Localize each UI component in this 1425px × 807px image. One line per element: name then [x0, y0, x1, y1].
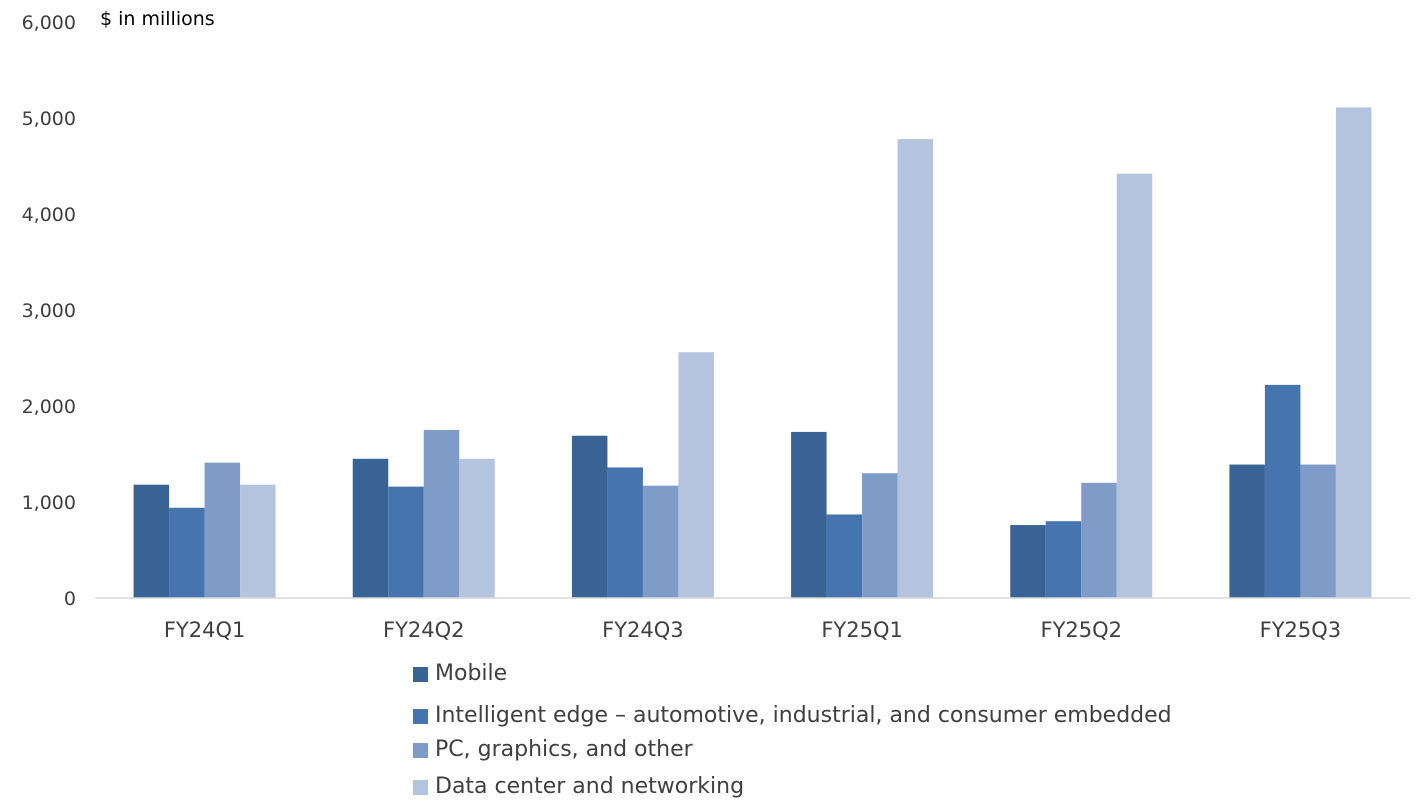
- bar-fy25q3-series-2: [1264, 384, 1301, 598]
- legend-label: Mobile: [435, 661, 508, 686]
- bar-group-fy25q3: [1229, 107, 1372, 598]
- y-axis-ticks: 0 1,000 2,000 3,000 4,000 5,000 6,000: [22, 12, 76, 610]
- bar-group-fy25q1: [791, 139, 934, 598]
- legend-item: Data center and networking: [413, 773, 744, 801]
- bar-fy24q2-series-3: [423, 430, 460, 598]
- y-tick-label: 6,000: [22, 12, 76, 34]
- legend-item: Mobile: [413, 660, 507, 688]
- bar-fy25q2-series-2: [1045, 521, 1082, 598]
- legend-swatch: [413, 708, 428, 724]
- bar-fy24q2-series-2: [388, 486, 424, 598]
- legend-swatch: [413, 779, 428, 795]
- bar-fy25q1-series-1: [791, 431, 827, 598]
- bar-fy24q1-series-1: [133, 484, 170, 598]
- unit-label: $ in millions: [100, 8, 215, 30]
- legend-label: Intelligent edge – automotive, industria…: [435, 703, 1172, 728]
- x-category-label: FY25Q2: [1040, 618, 1122, 642]
- bar-fy25q3-series-4: [1335, 107, 1372, 598]
- bar-group-fy24q2: [352, 430, 495, 598]
- bar-fy24q1-series-2: [169, 507, 205, 598]
- y-tick-label: 5,000: [22, 108, 76, 130]
- bar-fy24q2-series-1: [352, 458, 389, 598]
- bar-fy24q3-series-4: [678, 352, 714, 598]
- y-tick-label: 3,000: [22, 300, 76, 322]
- bar-fy24q3-series-3: [642, 485, 679, 598]
- bar-group-fy24q1: [133, 462, 276, 598]
- x-category-label: FY24Q3: [602, 618, 684, 642]
- x-axis-labels: FY24Q1 FY24Q2 FY24Q3 FY25Q1 FY25Q2 FY25Q3: [164, 618, 1341, 642]
- legend-label: PC, graphics, and other: [435, 737, 693, 762]
- bar-fy24q3-series-1: [571, 435, 608, 598]
- bar-group-fy25q2: [1010, 173, 1153, 598]
- x-category-label: FY24Q1: [164, 618, 246, 642]
- bar-fy25q1-series-4: [897, 139, 934, 598]
- bar-fy25q2-series-3: [1081, 482, 1117, 598]
- legend-label: Data center and networking: [435, 774, 745, 799]
- x-category-label: FY25Q1: [821, 618, 903, 642]
- legend-item: Intelligent edge – automotive, industria…: [413, 702, 1172, 730]
- bar-group-fy24q3: [571, 352, 714, 598]
- legend-swatch: [413, 742, 428, 758]
- bar-fy24q2-series-4: [459, 458, 495, 598]
- bar-fy24q1-series-4: [240, 484, 276, 598]
- legend-item: PC, graphics, and other: [413, 736, 693, 764]
- y-tick-label: 2,000: [22, 396, 76, 418]
- bar-fy25q3-series-3: [1300, 464, 1336, 598]
- bar-fy24q1-series-3: [204, 462, 241, 598]
- legend-swatch: [413, 666, 428, 682]
- y-tick-label: 0: [64, 588, 76, 610]
- bar-fy25q3-series-1: [1229, 464, 1265, 598]
- bar-groups: [133, 107, 1372, 598]
- bar-fy25q1-series-2: [826, 514, 863, 598]
- bar-fy24q3-series-2: [607, 467, 643, 598]
- y-tick-label: 1,000: [22, 492, 76, 514]
- bar-fy25q1-series-3: [862, 473, 898, 598]
- y-tick-label: 4,000: [22, 204, 76, 226]
- bar-fy25q2-series-1: [1010, 525, 1046, 598]
- bar-fy25q2-series-4: [1116, 173, 1153, 598]
- x-category-label: FY25Q3: [1260, 618, 1342, 642]
- x-category-label: FY24Q2: [383, 618, 465, 642]
